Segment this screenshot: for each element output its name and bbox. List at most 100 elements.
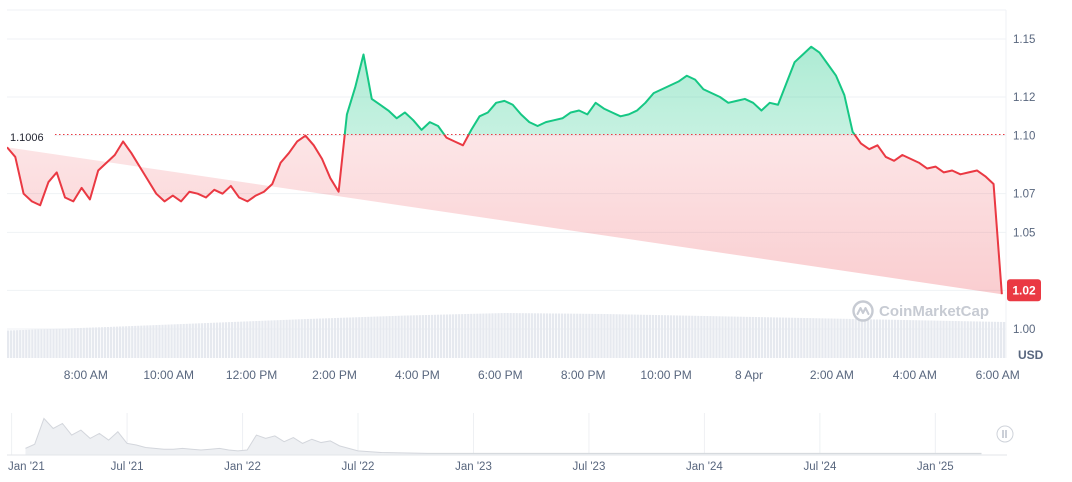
- volume-bar: [567, 313, 570, 358]
- volume-bar: [370, 316, 373, 358]
- price-line-above: [343, 45, 856, 135]
- volume-bar: [533, 313, 536, 358]
- volume-bar: [682, 315, 685, 358]
- volume-bar: [76, 328, 79, 358]
- volume-bar: [424, 315, 427, 358]
- volume-bar: [627, 314, 630, 358]
- volume-bar: [224, 322, 228, 358]
- volume-bar: [231, 322, 234, 358]
- volume-bar: [176, 324, 179, 358]
- volume-bar: [694, 315, 697, 358]
- volume-bar: [772, 317, 776, 358]
- volume-bar: [615, 314, 618, 358]
- volume-bar: [448, 314, 452, 358]
- volume-bar: [648, 314, 652, 358]
- volume-bar: [715, 316, 718, 358]
- volume-bar: [703, 315, 706, 358]
- volume-bar: [249, 321, 252, 358]
- volume-bar: [676, 315, 679, 358]
- y-tick-label: 1.00: [1013, 324, 1035, 336]
- volume-bar: [188, 323, 191, 358]
- volume-bar: [49, 329, 52, 358]
- volume-bar: [893, 319, 897, 358]
- volume-bar: [191, 323, 194, 358]
- volume-bar: [560, 313, 564, 358]
- volume-bar: [403, 315, 406, 358]
- volume-bar: [122, 326, 125, 358]
- volume-bar: [906, 320, 909, 358]
- volume-bar: [358, 317, 361, 358]
- volume-bar: [276, 320, 279, 358]
- volume-bar: [22, 329, 25, 358]
- volume-bar: [115, 326, 119, 358]
- volume-bar: [7, 330, 10, 358]
- volume-bar: [109, 326, 113, 358]
- volume-bar: [212, 322, 216, 358]
- current-price-badge: 1.02: [1007, 279, 1041, 302]
- volume-bar: [273, 320, 276, 358]
- volume-bar: [418, 315, 421, 358]
- navigator-label: Jan '22: [224, 461, 261, 473]
- volume-bar: [494, 313, 497, 358]
- volume-bar: [766, 317, 770, 358]
- volume-bar: [573, 313, 576, 358]
- drag-handle-icon[interactable]: [996, 425, 1014, 443]
- volume-bar: [809, 318, 812, 358]
- volume-bar: [845, 318, 848, 358]
- volume-bar: [618, 314, 621, 358]
- volume-bar: [824, 318, 827, 358]
- volume-bar: [791, 317, 794, 358]
- volume-bar: [430, 314, 434, 358]
- volume-bar: [28, 329, 31, 358]
- volume-bar: [679, 315, 682, 358]
- volume-bar: [745, 316, 748, 358]
- volume-bar: [778, 317, 782, 358]
- volume-bar: [500, 313, 503, 358]
- volume-bar: [479, 313, 482, 358]
- volume-bar: [318, 318, 322, 358]
- x-tick-label: 6:00 AM: [976, 368, 1020, 382]
- volume-bar: [645, 314, 648, 358]
- x-tick-label: 8:00 PM: [561, 368, 606, 382]
- volume-bar: [433, 314, 437, 358]
- volume-bar: [890, 319, 894, 358]
- x-tick-label: 10:00 AM: [143, 368, 194, 382]
- volume-bar: [103, 327, 107, 358]
- volume-bar: [364, 316, 367, 358]
- volume-bar: [100, 327, 104, 358]
- volume-bar: [134, 325, 137, 358]
- volume-bar: [412, 315, 415, 358]
- volume-bar: [570, 313, 573, 358]
- volume-bar: [161, 324, 164, 358]
- volume-bar: [119, 326, 122, 358]
- volume-bar: [724, 316, 727, 358]
- volume-bar: [960, 321, 963, 358]
- volume-bar: [921, 320, 924, 358]
- navigator-label: Jan '23: [455, 461, 492, 473]
- volume-bar: [131, 326, 134, 358]
- volume-bar: [270, 320, 273, 358]
- range-navigator[interactable]: Jan '21 Jul '21 Jan '22 Jul '22 Jan '23 Jul '…: [7, 413, 1014, 473]
- volume-bar: [527, 313, 530, 358]
- volume-bar: [639, 314, 642, 358]
- volume-bar: [128, 326, 131, 358]
- volume-bar: [509, 313, 512, 358]
- volume-bar: [860, 319, 863, 358]
- volume-bar: [258, 320, 261, 358]
- volume-bar: [815, 318, 818, 358]
- volume-bar: [37, 329, 40, 358]
- volume-bar: [288, 319, 291, 358]
- volume-bar: [394, 315, 397, 358]
- volume-bar: [757, 317, 760, 358]
- volume-bar: [990, 321, 994, 358]
- volume-bar: [146, 325, 149, 358]
- volume-bar: [963, 321, 966, 358]
- navigator-grid: [11, 413, 936, 455]
- volume-bar: [751, 316, 754, 358]
- volume-bar: [518, 313, 521, 358]
- volume-bar: [706, 316, 709, 358]
- volume-bar: [455, 314, 458, 358]
- price-line[interactable]: [7, 45, 1003, 295]
- navigator-label: Jul '21: [111, 461, 144, 473]
